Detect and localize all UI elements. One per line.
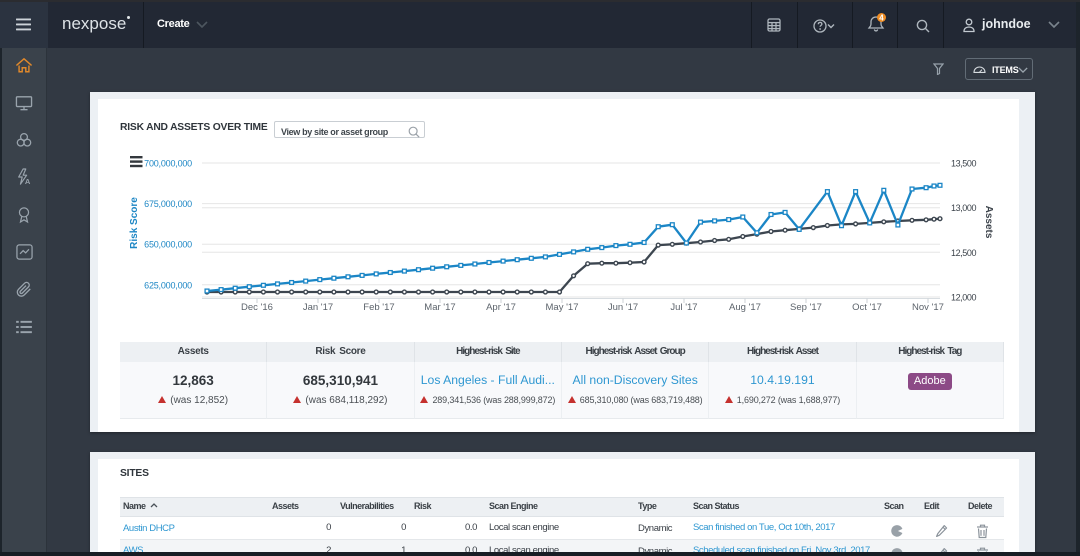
svg-text:13,000: 13,000 (951, 203, 977, 213)
svg-text:13,500: 13,500 (951, 159, 977, 169)
svg-text:A: A (25, 178, 31, 187)
svg-text:Oct '17: Oct '17 (852, 302, 882, 313)
svg-text:Sep '17: Sep '17 (790, 302, 822, 313)
svg-text:Mar '17: Mar '17 (424, 302, 455, 313)
svg-text:4: 4 (879, 14, 884, 23)
svg-text:700,000,000: 700,000,000 (144, 159, 192, 169)
svg-text:Jul '17: Jul '17 (670, 302, 697, 313)
svg-text:Assets: Assets (983, 206, 994, 239)
svg-text:675,000,000: 675,000,000 (144, 199, 192, 209)
svg-text:Jan '17: Jan '17 (303, 302, 333, 313)
svg-text:12,000: 12,000 (951, 293, 977, 303)
svg-text:Risk Score: Risk Score (129, 197, 140, 249)
svg-text:12,500: 12,500 (951, 248, 977, 258)
svg-text:625,000,000: 625,000,000 (144, 280, 192, 290)
svg-text:Jun '17: Jun '17 (608, 302, 638, 313)
svg-text:Dec '16: Dec '16 (241, 302, 273, 313)
svg-text:May '17: May '17 (546, 302, 579, 313)
svg-text:650,000,000: 650,000,000 (144, 240, 192, 250)
svg-text:Aug '17: Aug '17 (729, 302, 761, 313)
svg-text:Nov '17: Nov '17 (912, 302, 944, 313)
svg-text:Apr '17: Apr '17 (486, 302, 516, 313)
svg-text:Feb '17: Feb '17 (363, 302, 394, 313)
